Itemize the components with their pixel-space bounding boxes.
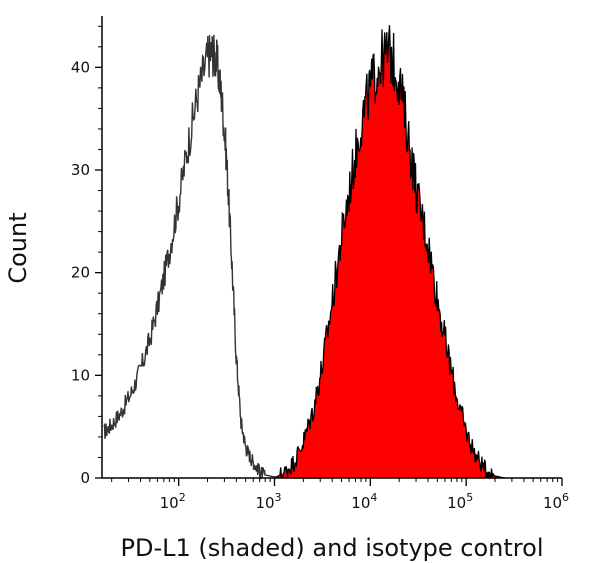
y-tick-label: 10 [71,366,90,384]
x-tick-label: 102 [160,491,186,512]
x-tick-label: 106 [543,491,569,512]
pdl1-outline [274,25,505,480]
isotype-control-line [103,34,323,480]
x-axis-title: PD-L1 (shaded) and isotype control [121,534,544,562]
y-tick-label: 0 [80,469,90,487]
pdl1-filled-area [274,25,505,478]
y-axis-title: Count [4,212,32,283]
x-tick-label: 105 [447,491,473,512]
x-tick-label: 104 [351,491,377,512]
x-tick-label: 103 [255,491,281,512]
y-tick-label: 40 [71,58,90,76]
y-tick-label: 20 [71,264,90,282]
y-tick-label: 30 [71,161,90,179]
